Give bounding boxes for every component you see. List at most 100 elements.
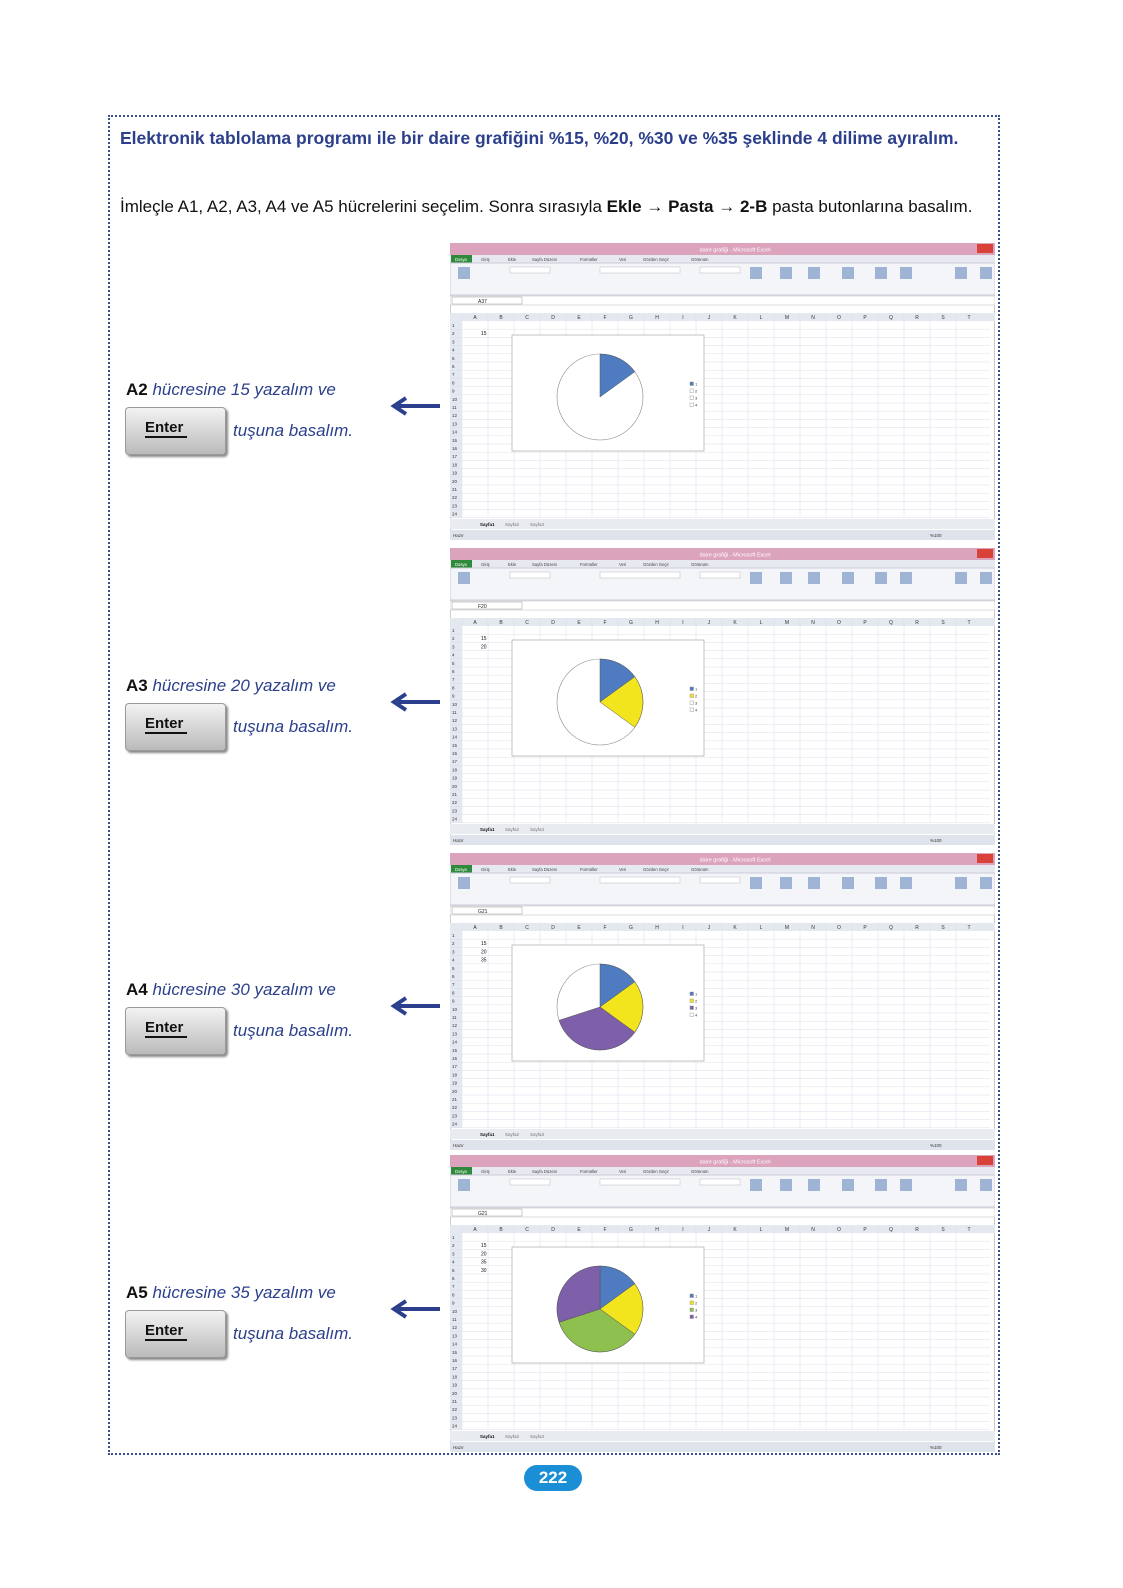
column-header: J	[708, 315, 711, 321]
row-header: 14	[452, 430, 458, 435]
column-header: S	[941, 620, 945, 626]
legend-label: 3	[695, 1006, 698, 1011]
legend-swatch	[689, 998, 694, 1003]
column-header: L	[760, 1227, 763, 1233]
column-header: H	[655, 620, 659, 626]
legend-label: 1	[695, 1294, 698, 1299]
formula-bar	[450, 1207, 995, 1218]
column-header: Q	[889, 925, 893, 931]
column-header: I	[682, 1227, 683, 1233]
column-header: F	[603, 620, 606, 626]
column-header: D	[551, 1227, 555, 1233]
header-row	[450, 313, 995, 321]
close	[977, 549, 993, 558]
row-header: 11	[452, 405, 457, 410]
pie-slice	[599, 1283, 644, 1335]
row-header: 9	[452, 1301, 455, 1306]
row-header: 5	[452, 966, 455, 971]
row-header: 6	[452, 669, 455, 674]
ribbon-control	[699, 876, 741, 884]
ribbon-tab: Giriş	[481, 562, 490, 567]
cell: A4	[126, 980, 148, 999]
legend-label: 1	[695, 992, 698, 997]
ribbon-icon	[980, 1179, 992, 1191]
key-label: Enter	[145, 715, 188, 734]
page-number: 222	[524, 1465, 582, 1491]
column-header: C	[525, 620, 529, 626]
row-header: 17	[452, 454, 458, 459]
sheet-tab: Sayfa3	[530, 827, 545, 832]
status-bar	[450, 530, 995, 540]
ribbon-control	[699, 266, 741, 274]
row-header: 20	[452, 479, 458, 484]
ribbon-icon	[808, 877, 820, 889]
column-header: N	[811, 925, 815, 931]
legend-label: 1	[695, 687, 698, 692]
cell-value: 20	[481, 1251, 487, 1257]
legend-swatch	[689, 395, 694, 400]
zoom: %100	[930, 1445, 942, 1450]
legend-swatch	[689, 686, 694, 691]
column-header: B	[499, 1227, 503, 1233]
column-header: A	[473, 1227, 477, 1233]
column-header: E	[577, 315, 581, 321]
name-box	[451, 906, 523, 915]
ribbon-tab: Veri	[619, 257, 626, 262]
legend-label: 3	[695, 1308, 698, 1313]
row-header: 8	[452, 1292, 455, 1297]
window-title: daire grafiği - Microsoft Excel	[700, 1160, 771, 1166]
sheet-bar	[450, 824, 995, 834]
legend-label: 3	[695, 701, 698, 706]
legend-label: 1	[695, 382, 698, 387]
column-header: T	[967, 315, 970, 321]
legend-label: 3	[695, 396, 698, 401]
formula-bar	[450, 905, 995, 916]
column-header: I	[682, 620, 683, 626]
row-header: 9	[452, 999, 455, 1004]
excel-screenshot: daire grafiği - Microsoft Excel Dosya Giri…	[450, 1155, 995, 1452]
ribbon-control	[509, 266, 551, 274]
legend-label: 4	[695, 403, 698, 408]
formula-bar	[450, 295, 995, 306]
row-header: 15	[452, 743, 458, 748]
column-header: T	[967, 620, 970, 626]
row-header: 22	[452, 800, 458, 805]
tab-bar	[450, 1167, 995, 1175]
row-header: 6	[452, 364, 455, 369]
row-header: 18	[452, 462, 458, 467]
ribbon-tab: Görünüm	[691, 562, 709, 567]
column-header: L	[760, 315, 763, 321]
row-header: 19	[452, 1081, 458, 1086]
column-header: Q	[889, 1227, 893, 1233]
cell-value: 30	[481, 1268, 487, 1274]
row-header: 15	[452, 438, 458, 443]
column-header: L	[760, 620, 763, 626]
column-header: R	[915, 620, 919, 626]
close	[977, 244, 993, 253]
column-header: R	[915, 1227, 919, 1233]
ribbon-icon	[780, 572, 792, 584]
ribbon-icon	[808, 572, 820, 584]
row-header: 4	[452, 653, 455, 658]
window-title: daire grafiği - Microsoft Excel	[700, 553, 771, 559]
row-header: 1	[452, 628, 455, 633]
row-header: 12	[452, 413, 458, 418]
ribbon-icon	[750, 267, 762, 279]
row-header: 7	[452, 677, 455, 682]
row-header: 2	[452, 1243, 455, 1248]
name-box	[451, 296, 523, 305]
ribbon-tab: Gözden Geçir	[643, 562, 669, 567]
arrow	[390, 1299, 440, 1319]
arrow-shape	[390, 396, 440, 416]
column-header: I	[682, 315, 683, 321]
legend-label: 4	[695, 1013, 698, 1018]
tab-bar	[450, 255, 995, 263]
row-header: 16	[452, 1056, 458, 1061]
ribbon-control	[699, 1178, 741, 1186]
header-row	[450, 1225, 995, 1233]
column-header: O	[837, 1227, 841, 1233]
key-label: Enter	[145, 419, 188, 438]
step-label: A5 hücresine 35 yazalım ve	[126, 1283, 336, 1303]
legend-swatch	[689, 707, 694, 712]
intro: İmleçle A1, A2, A3, A4 ve A5 hücrelerini…	[120, 192, 990, 222]
